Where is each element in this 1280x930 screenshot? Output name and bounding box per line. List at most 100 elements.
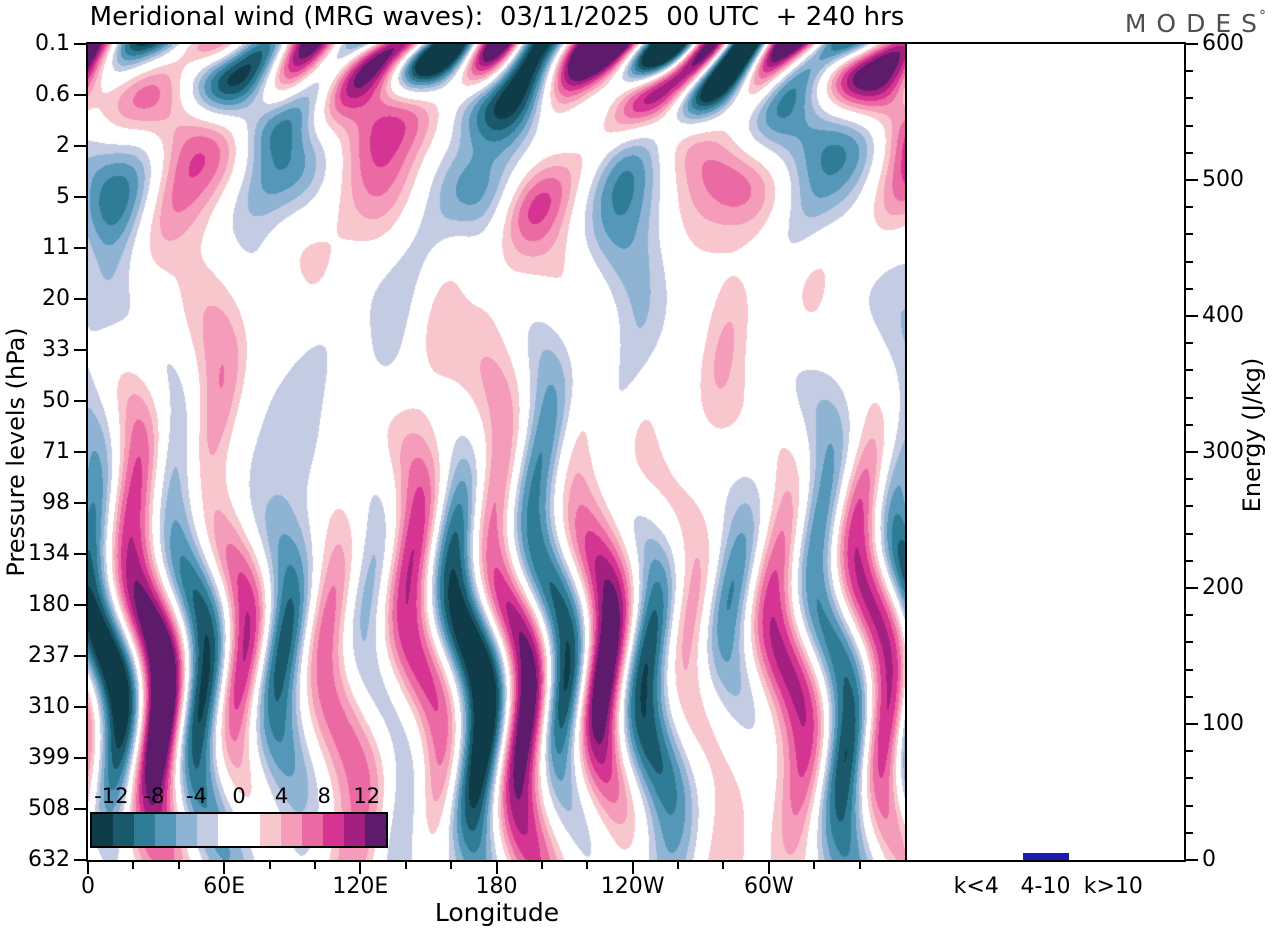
longitude-tick-label: 180 xyxy=(475,874,518,899)
pressure-tick-label: 508 xyxy=(28,796,70,821)
colorbar-tick-label: 0 xyxy=(232,784,246,808)
pressure-tick-label: 237 xyxy=(28,643,70,668)
longitude-tick xyxy=(87,862,89,874)
energy-minor-tick xyxy=(1186,641,1193,644)
modes-logo: MODES° xyxy=(1125,8,1266,38)
energy-category-label: k>10 xyxy=(1083,874,1143,899)
energy-minor-tick xyxy=(1186,369,1193,372)
colorbar-swatch xyxy=(323,814,344,846)
pressure-tick-label: 180 xyxy=(28,592,70,617)
colorbar-tick-label: -12 xyxy=(94,784,129,808)
colorbar-swatch xyxy=(155,814,176,846)
pressure-tick xyxy=(74,655,86,657)
pressure-tick-label: 0.1 xyxy=(35,31,70,56)
longitude-minor-tick xyxy=(313,862,316,869)
longitude-minor-tick xyxy=(858,862,861,869)
colorbar-swatch xyxy=(260,814,281,846)
energy-minor-tick xyxy=(1186,505,1193,508)
energy-minor-tick xyxy=(1186,287,1193,290)
longitude-tick-label: 0 xyxy=(81,874,95,899)
longitude-minor-tick xyxy=(132,862,135,869)
panel-divider xyxy=(905,44,907,860)
pressure-tick-label: 2 xyxy=(56,133,70,158)
energy-tick xyxy=(1186,723,1198,725)
energy-category-label: 4-10 xyxy=(1020,874,1071,899)
colorbar-bar xyxy=(90,812,388,848)
energy-minor-tick xyxy=(1186,695,1193,698)
pressure-tick-label: 632 xyxy=(28,847,70,872)
longitude-axis-label: Longitude xyxy=(434,898,560,927)
energy-minor-tick xyxy=(1186,831,1193,834)
pressure-tick-label: 20 xyxy=(42,286,70,311)
energy-tick-label: 0 xyxy=(1202,847,1216,872)
longitude-tick xyxy=(223,862,226,874)
longitude-minor-tick xyxy=(586,862,589,869)
pressure-tick-label: 50 xyxy=(42,388,70,413)
energy-minor-tick xyxy=(1186,614,1193,617)
colorbar-swatch xyxy=(176,814,197,846)
energy-bar xyxy=(1022,853,1069,860)
longitude-minor-tick xyxy=(177,862,180,869)
energy-minor-tick xyxy=(1186,396,1193,399)
pressure-tick xyxy=(74,604,86,606)
energy-tick xyxy=(1186,451,1198,453)
longitude-minor-tick xyxy=(268,862,271,869)
colorbar-tick-label: -8 xyxy=(143,784,165,808)
colorbar-tick-labels: -12 -8 -4 0 4 8 12 xyxy=(90,784,388,812)
longitude-tick-label: 120E xyxy=(332,874,389,899)
colorbar-tick-label: 12 xyxy=(353,784,381,808)
pressure-tick-label: 33 xyxy=(42,337,70,362)
longitude-minor-tick xyxy=(450,862,453,869)
longitude-tick-label: 60W xyxy=(743,874,794,899)
pressure-tick xyxy=(74,502,86,504)
pressure-tick xyxy=(74,757,86,759)
pressure-tick-label: 134 xyxy=(28,541,70,566)
energy-tick xyxy=(1186,859,1198,861)
energy-minor-tick xyxy=(1186,478,1193,481)
colorbar-tick-label: -4 xyxy=(185,784,207,808)
energy-minor-tick xyxy=(1186,151,1193,154)
longitude-minor-tick xyxy=(540,862,543,869)
colorbar-swatch xyxy=(134,814,155,846)
longitude-tick xyxy=(767,862,770,874)
pressure-tick-label: 5 xyxy=(56,184,70,209)
energy-minor-tick xyxy=(1186,70,1193,73)
energy-minor-tick xyxy=(1186,206,1193,209)
energy-tick-label: 600 xyxy=(1202,31,1244,56)
colorbar-swatch xyxy=(92,814,113,846)
energy-tick-label: 300 xyxy=(1202,439,1244,464)
energy-tick-label: 400 xyxy=(1202,303,1244,328)
energy-tick-label: 200 xyxy=(1202,575,1244,600)
longitude-minor-tick xyxy=(677,862,680,869)
energy-category-label: k<4 xyxy=(953,874,999,899)
pressure-tick xyxy=(74,706,86,708)
energy-minor-tick xyxy=(1186,233,1193,236)
colorbar-swatch xyxy=(281,814,302,846)
pressure-tick xyxy=(74,196,86,198)
longitude-tick-label: 120W xyxy=(600,874,665,899)
pressure-tick xyxy=(74,145,86,147)
colorbar-swatch xyxy=(365,814,386,846)
contour-field-canvas xyxy=(88,44,905,860)
longitude-tick xyxy=(495,862,498,874)
energy-minor-tick xyxy=(1186,532,1193,535)
energy-minor-tick xyxy=(1186,124,1193,127)
pressure-tick xyxy=(74,553,86,555)
longitude-minor-tick xyxy=(404,862,407,869)
pressure-tick xyxy=(74,400,86,402)
chart-title: Meridional wind (MRG waves): 03/11/2025 … xyxy=(89,2,905,32)
colorbar: -12 -8 -4 0 4 8 12 xyxy=(90,784,388,848)
energy-tick xyxy=(1186,179,1198,181)
longitude-minor-tick xyxy=(722,862,725,869)
energy-minor-tick xyxy=(1186,423,1193,426)
colorbar-tick-label: 4 xyxy=(274,784,289,808)
energy-minor-tick xyxy=(1186,342,1193,345)
pressure-tick-label: 98 xyxy=(42,490,70,515)
longitude-tick-label: 60E xyxy=(203,874,246,899)
pressure-tick-label: 71 xyxy=(42,439,70,464)
longitude-minor-tick xyxy=(813,862,816,869)
pressure-tick xyxy=(74,43,86,45)
colorbar-swatch xyxy=(344,814,365,846)
energy-tick-label: 500 xyxy=(1202,167,1244,192)
